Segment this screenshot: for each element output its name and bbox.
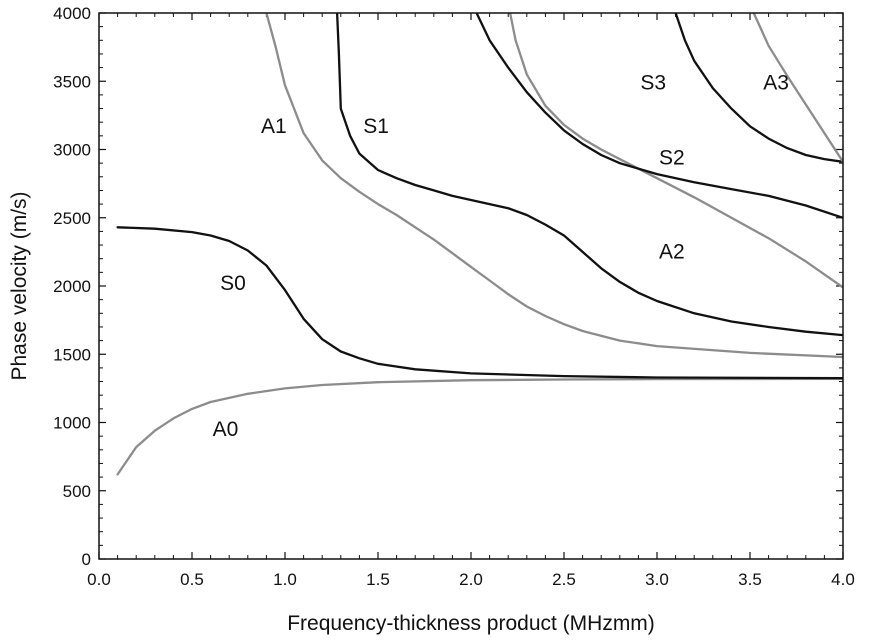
plot-frame xyxy=(98,12,844,560)
curve-s0 xyxy=(116,226,843,380)
curve-label-a1: A1 xyxy=(261,115,287,138)
curve-label-s2: S2 xyxy=(659,146,685,169)
curve-label-a2: A2 xyxy=(659,241,685,264)
y-axis-title: Phase velocity (m/s) xyxy=(8,191,31,380)
y-tick-label: 1000 xyxy=(53,414,91,433)
y-tick-labels: 0 500 1000 1500 2000 2500 3000 3500 4000 xyxy=(53,4,91,569)
curve-labels: A0 S0 A1 S1 A2 S2 S3 A3 xyxy=(213,71,789,441)
curve-label-s0: S0 xyxy=(220,272,246,295)
curve-s2 xyxy=(475,13,843,219)
x-tick-label: 0.5 xyxy=(180,570,204,589)
x-tick-label: 1.5 xyxy=(366,570,390,589)
x-tick-label: 1.0 xyxy=(273,570,297,589)
dispersion-curves xyxy=(116,13,843,476)
curve-a2 xyxy=(508,13,843,289)
y-tick-label: 500 xyxy=(63,482,91,501)
x-tick-label: 3.0 xyxy=(645,570,669,589)
y-tick-label: 2500 xyxy=(53,209,91,228)
curve-a3 xyxy=(752,13,843,163)
y-tick-label: 4000 xyxy=(53,4,91,23)
curve-a0 xyxy=(116,377,843,476)
x-tick-label: 2.5 xyxy=(552,570,576,589)
x-tick-label: 4.0 xyxy=(831,570,855,589)
x-axis-title: Frequency-thickness product (MHzmm) xyxy=(287,612,655,635)
curve-label-a3: A3 xyxy=(763,71,789,94)
x-tick-label: 3.5 xyxy=(738,570,762,589)
axis-ticks xyxy=(98,12,844,560)
x-tick-labels: 0.0 0.5 1.0 1.5 2.0 2.5 3.0 3.5 4.0 xyxy=(87,570,855,589)
y-tick-label: 3500 xyxy=(53,72,91,91)
x-tick-label: 2.0 xyxy=(459,570,483,589)
y-tick-label: 0 xyxy=(82,550,91,569)
x-tick-label: 0.0 xyxy=(87,570,111,589)
curve-s3 xyxy=(674,13,843,163)
y-tick-label: 2000 xyxy=(53,277,91,296)
curve-label-s1: S1 xyxy=(363,115,389,138)
curve-s1 xyxy=(335,13,843,337)
curve-a1 xyxy=(265,13,843,359)
curve-label-s3: S3 xyxy=(640,71,666,94)
y-tick-label: 1500 xyxy=(53,345,91,364)
y-tick-label: 3000 xyxy=(53,141,91,160)
curve-label-a0: A0 xyxy=(213,418,239,441)
